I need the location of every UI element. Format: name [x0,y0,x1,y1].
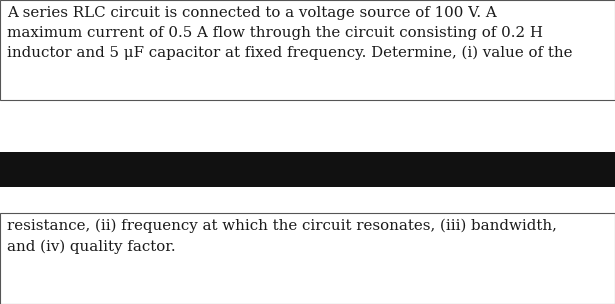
Text: A series RLC circuit is connected to a voltage source of 100 V. A
maximum curren: A series RLC circuit is connected to a v… [7,6,573,60]
Bar [0,152,615,187]
Bar [0,0,615,100]
Bar [0,213,615,304]
Text: resistance, (ii) frequency at which the circuit resonates, (iii) bandwidth,
and : resistance, (ii) frequency at which the … [7,219,557,254]
